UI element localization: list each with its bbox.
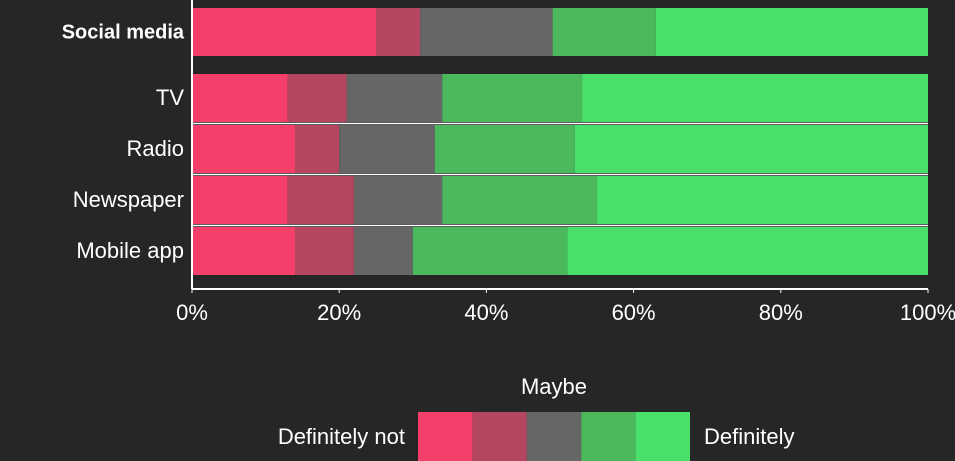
bar-segment — [192, 176, 288, 224]
bar-segment — [376, 8, 421, 56]
category-label: Social media — [62, 21, 185, 43]
bar-segment — [192, 74, 288, 122]
bar-segment — [339, 125, 435, 173]
x-tick-label: 60% — [612, 300, 656, 325]
bar-segment — [192, 8, 376, 56]
bar-segment — [442, 176, 597, 224]
category-label: Newspaper — [73, 187, 184, 212]
category-label: TV — [156, 85, 184, 110]
bar-segment — [295, 227, 354, 275]
category-label: Radio — [127, 136, 184, 161]
x-tick-label: 80% — [759, 300, 803, 325]
bar-segment — [287, 176, 354, 224]
legend-swatch — [581, 412, 636, 461]
bar-segment — [596, 176, 928, 224]
bar-segment — [552, 8, 656, 56]
bar-segment — [442, 74, 583, 122]
x-tick-label: 100% — [900, 300, 955, 325]
x-tick-label: 40% — [464, 300, 508, 325]
bar-segment — [192, 227, 296, 275]
bar-segment — [434, 125, 575, 173]
bar-segment — [412, 227, 568, 275]
legend-low-label: Definitely not — [278, 424, 405, 449]
x-tick-label: 0% — [176, 300, 208, 325]
bar-segment — [582, 74, 928, 122]
legend-swatch — [635, 412, 690, 461]
x-tick-label: 20% — [317, 300, 361, 325]
bar-segment — [346, 74, 443, 122]
bar-segment — [353, 227, 413, 275]
bar-segment — [655, 8, 928, 56]
legend-swatch — [472, 412, 527, 461]
bar-segment — [420, 8, 553, 56]
bar-segment — [192, 125, 296, 173]
bar-segment — [574, 125, 928, 173]
category-label: Mobile app — [76, 238, 184, 263]
legend-swatch — [418, 412, 473, 461]
bar-segment — [567, 227, 928, 275]
bar-segment — [353, 176, 443, 224]
bar-segment — [295, 125, 340, 173]
legend-high-label: Definitely — [704, 424, 794, 449]
legend-swatch — [526, 412, 582, 461]
legend-mid-label: Maybe — [521, 374, 587, 399]
bar-segment — [287, 74, 347, 122]
